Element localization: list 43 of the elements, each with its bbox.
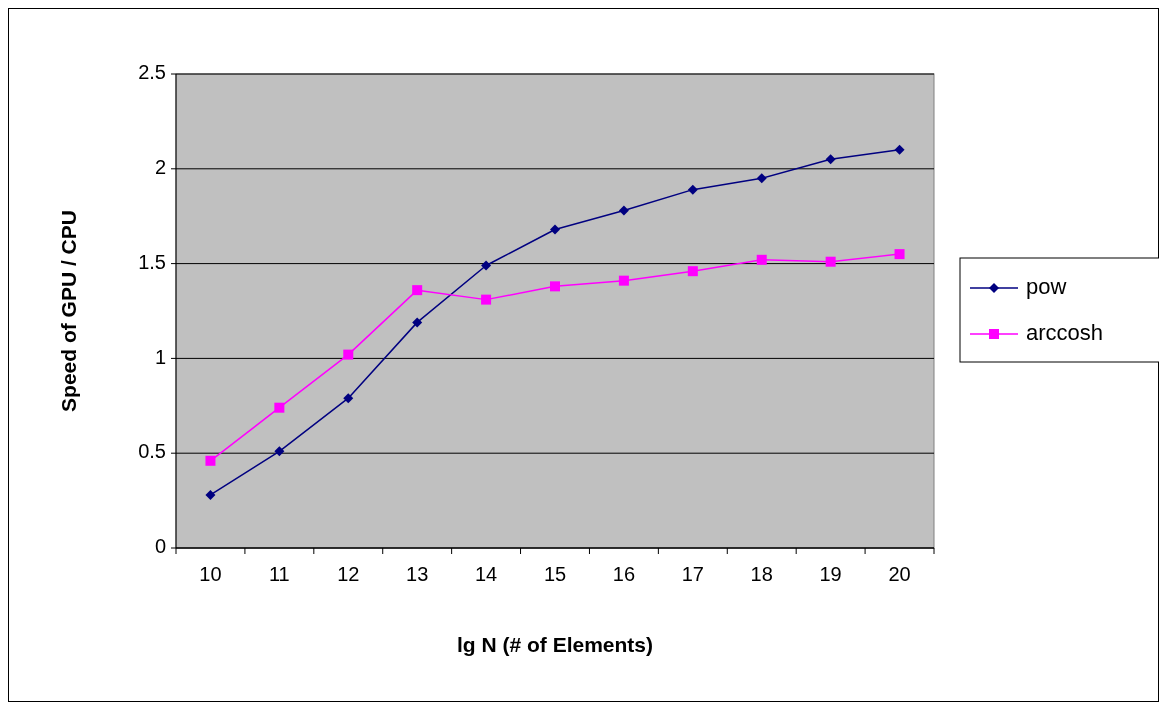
point [618, 205, 629, 216]
point [205, 455, 216, 466]
point [550, 281, 560, 292]
point [756, 254, 767, 265]
x-tick-label: 17 [681, 563, 704, 586]
point [412, 317, 423, 328]
y-tick-label: 0 [154, 535, 166, 558]
point [687, 184, 698, 195]
x-tick-label: 10 [199, 563, 222, 586]
x-tick-label: 13 [406, 563, 429, 586]
point [825, 154, 836, 165]
legend-label: pow [1026, 273, 1067, 299]
x-tick-label: 19 [819, 563, 842, 586]
point [481, 260, 492, 271]
x-tick-label: 12 [337, 563, 360, 586]
x-tick-label: 15 [543, 563, 567, 586]
point [687, 266, 698, 277]
x-tick-label: 16 [612, 563, 636, 586]
point [825, 256, 836, 267]
point [756, 173, 767, 184]
x-tick-label: 18 [750, 563, 773, 586]
point [550, 224, 560, 235]
y-axis-title: Speed of GPU / CPU [57, 210, 80, 412]
y-tick-label: 2.5 [138, 61, 166, 84]
y-tick-label: 1.5 [138, 250, 166, 273]
y-tick-label: 2 [154, 156, 166, 179]
x-tick-label: 14 [474, 563, 498, 586]
point [412, 285, 423, 296]
x-tick-label: 11 [268, 563, 290, 586]
point [343, 393, 354, 404]
x-tick-label: 20 [888, 563, 911, 586]
point [618, 275, 629, 286]
point [894, 144, 905, 155]
point [274, 402, 285, 413]
point [343, 349, 354, 360]
point [894, 249, 905, 260]
y-tick-label: 1 [154, 345, 166, 368]
point [205, 489, 216, 500]
point [481, 294, 492, 305]
y-tick-label: 0.5 [138, 440, 166, 463]
legend-label: arccosh [1026, 319, 1104, 345]
x-axis-title: lg N (# of Elements) [456, 633, 654, 656]
point [274, 446, 285, 457]
